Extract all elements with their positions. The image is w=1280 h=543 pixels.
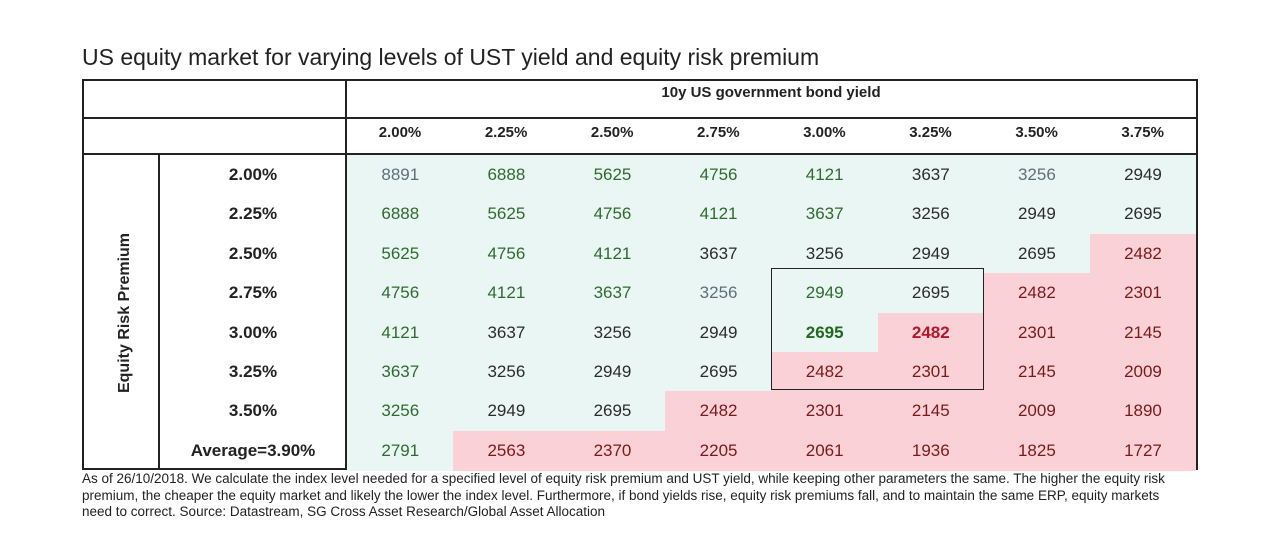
table-cell: 2695 <box>559 391 666 432</box>
table-cell: 2145 <box>983 352 1091 392</box>
table-cell: 4121 <box>771 155 878 195</box>
table-cell: 6888 <box>347 194 454 235</box>
table-cell: 2301 <box>983 312 1091 353</box>
table-cell: 2301 <box>771 391 878 432</box>
table-cell: 2695 <box>771 312 878 353</box>
table-cell: 2145 <box>877 391 985 432</box>
table-cell: 3637 <box>665 233 772 274</box>
table-cell: 2695 <box>877 273 985 314</box>
table-cell: 3256 <box>453 352 560 392</box>
table-cell: 2563 <box>453 430 560 471</box>
table-cell: 2482 <box>877 312 985 353</box>
table-cell: 2949 <box>665 312 772 353</box>
row-header: 3.25% <box>228 362 278 381</box>
table-cell: 2949 <box>877 233 985 274</box>
table-cell: 2301 <box>877 352 985 392</box>
table-cell: 1727 <box>1089 430 1197 471</box>
table-cell: 2061 <box>771 430 878 471</box>
table-cell: 8891 <box>347 155 454 195</box>
table-cell: 2949 <box>559 352 666 392</box>
header-divider <box>82 117 1198 119</box>
table-cell: 2482 <box>771 352 878 392</box>
row-header: Average=3.90% <box>190 440 316 460</box>
table-cell: 2009 <box>1089 352 1197 392</box>
row-header: 2.75% <box>228 283 278 303</box>
table-cell: 3637 <box>877 155 985 195</box>
table-cell: 5625 <box>559 155 666 195</box>
table-cell: 3256 <box>983 155 1091 195</box>
table-cell: 3256 <box>771 233 878 274</box>
column-header: 3.75% <box>1121 124 1164 141</box>
table-cell: 3637 <box>347 352 454 392</box>
table-cell: 4756 <box>347 273 454 314</box>
table-cell: 4121 <box>665 194 772 235</box>
row-header: 2.00% <box>228 165 278 184</box>
table-cell: 3256 <box>347 391 454 432</box>
table-cell: 4121 <box>559 233 666 274</box>
table-cell: 1936 <box>877 430 985 471</box>
table-cell: 4756 <box>559 194 666 235</box>
table-cell: 2482 <box>665 391 772 432</box>
table-cell: 5625 <box>347 233 454 274</box>
table-cell: 2949 <box>983 194 1091 235</box>
table-cell: 2145 <box>1089 312 1197 353</box>
table-cell: 5625 <box>453 194 560 235</box>
row-header-divider <box>345 79 347 470</box>
table-cell: 2301 <box>1089 273 1197 314</box>
column-header: 3.25% <box>909 124 952 141</box>
row-header: 2.50% <box>228 243 278 263</box>
table-cell: 2205 <box>665 430 772 471</box>
table-cell: 2009 <box>983 391 1091 432</box>
column-header: 2.25% <box>484 124 528 141</box>
table-cell: 6888 <box>453 155 560 195</box>
column-header: 2.75% <box>697 124 740 141</box>
table-cell: 2949 <box>771 273 878 314</box>
table-cell: 2949 <box>1089 155 1197 195</box>
row-header: 2.25% <box>228 204 278 224</box>
table-cell: 2949 <box>453 391 560 432</box>
column-header: 3.50% <box>1015 124 1058 141</box>
table-cell: 3637 <box>559 273 666 314</box>
table-cell: 3256 <box>877 194 985 235</box>
row-header: 3.50% <box>228 401 278 421</box>
table-cell: 2791 <box>347 430 454 471</box>
column-header-divider <box>82 153 1198 155</box>
source-note: As of 26/10/2018. We calculate the index… <box>82 471 1165 519</box>
table-cell: 2695 <box>983 233 1091 274</box>
table-cell: 4121 <box>347 312 454 353</box>
chart-title: US equity market for varying levels of U… <box>82 44 820 70</box>
table-cell: 2695 <box>665 352 772 392</box>
axis-label-divider <box>158 153 160 470</box>
table-cell: 4756 <box>453 233 560 274</box>
table-cell: 3637 <box>453 312 560 353</box>
table-cell: 4121 <box>453 273 560 314</box>
table-cell: 3637 <box>771 194 878 235</box>
table-cell: 1825 <box>983 430 1091 471</box>
column-header: 2.50% <box>590 124 634 141</box>
table-cell: 2482 <box>983 273 1091 314</box>
column-header: 3.00% <box>803 124 846 141</box>
row-header: 3.00% <box>228 322 278 342</box>
column-header: 2.00% <box>378 124 422 141</box>
table-cell: 2370 <box>559 430 666 471</box>
column-super-header: 10y US government bond yield <box>661 84 881 101</box>
table-cell: 2695 <box>1089 194 1197 235</box>
row-axis-label: Equity Risk Premium <box>116 232 133 394</box>
table-cell: 3256 <box>559 312 666 353</box>
table-cell: 2482 <box>1089 233 1197 274</box>
table-cell: 1890 <box>1089 391 1197 432</box>
table-cell: 3256 <box>665 273 772 314</box>
table-cell: 4756 <box>665 155 772 195</box>
